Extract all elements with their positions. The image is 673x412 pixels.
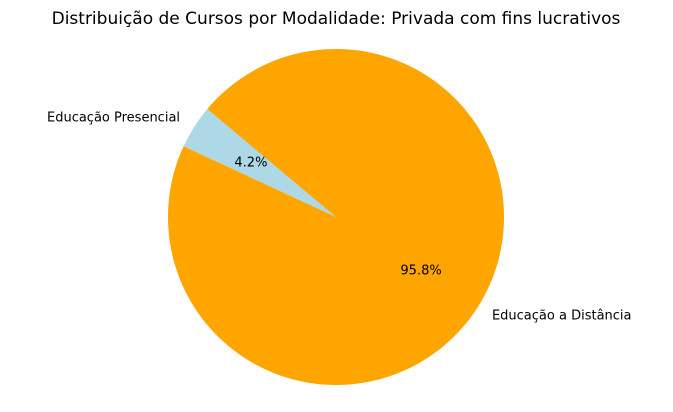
pie-slice-2 bbox=[167, 49, 504, 386]
slice-percent-2: 95.8% bbox=[400, 264, 441, 279]
pie-slice-1 bbox=[183, 109, 336, 217]
pie-labels: Educação Presencial 4.2% Educação a Distân… bbox=[47, 110, 632, 323]
chart-title: Distribuição de Cursos por Modalidade: P… bbox=[52, 9, 621, 29]
pie-slices bbox=[167, 49, 504, 386]
slice-label-1: Educação Presencial bbox=[47, 110, 180, 125]
slice-percent-1: 4.2% bbox=[234, 155, 267, 170]
slice-label-2: Educação a Distância bbox=[492, 309, 632, 324]
